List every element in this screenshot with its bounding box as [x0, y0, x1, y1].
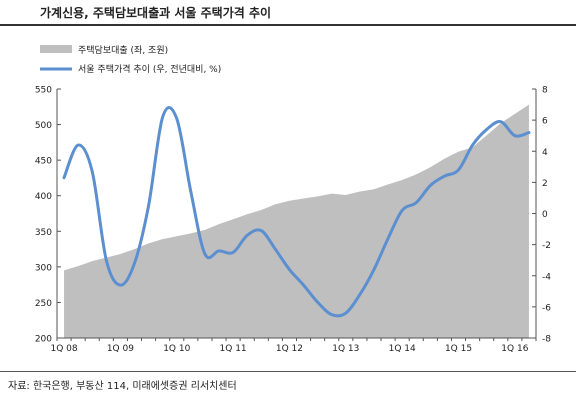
source-note: 자료: 한국은행, 부동산 114, 미래에셋증권 리서치센터 — [8, 381, 237, 392]
right-tick-label: 6 — [542, 117, 548, 127]
right-tick-label: -4 — [542, 272, 551, 282]
x-tick-label: 1Q 09 — [107, 344, 134, 354]
legend-label-seoul-price: 서울 주택가격 추이 (우, 전년대비, %) — [78, 63, 221, 75]
mortgage-area-series — [64, 104, 529, 339]
left-tick-label: 250 — [35, 299, 52, 309]
footer-divider — [0, 371, 576, 372]
x-tick-label: 1Q 10 — [163, 344, 190, 354]
x-tick-label: 1Q 14 — [389, 344, 416, 354]
title-divider — [0, 24, 576, 26]
left-tick-label: 350 — [35, 228, 52, 238]
legend-swatch-mortgage — [40, 45, 72, 53]
left-tick-label: 500 — [35, 121, 52, 131]
seoul-housing-price-line — [62, 106, 531, 318]
right-tick-label: 2 — [542, 179, 548, 189]
right-tick-label: 4 — [542, 148, 548, 158]
x-tick-label: 1Q 08 — [50, 344, 77, 354]
left-tick-label: 400 — [35, 192, 52, 202]
right-tick-label: -6 — [542, 303, 551, 313]
left-tick-label: 200 — [35, 335, 52, 345]
chart: 200 250 300 350 400 450 500 550 -8 -6 -4 -2 0 2 4 6 8 1Q … — [35, 44, 551, 354]
left-tick-label: 450 — [35, 157, 52, 167]
x-tick-label: 1Q 16 — [501, 344, 528, 354]
chart-title: 가계신용, 주택담보대출과 서울 주택가격 추이 — [40, 6, 272, 20]
x-tick-label: 1Q 15 — [445, 344, 472, 354]
right-tick-label: 8 — [542, 86, 548, 96]
x-tick-label: 1Q 13 — [332, 344, 359, 354]
left-tick-label: 550 — [35, 86, 52, 96]
right-tick-label: -2 — [542, 241, 551, 251]
x-tick-label: 1Q 12 — [276, 344, 303, 354]
right-tick-label: -8 — [542, 335, 551, 345]
x-tick-label: 1Q 11 — [220, 344, 247, 354]
left-tick-label: 300 — [35, 263, 52, 273]
right-tick-label: 0 — [542, 210, 548, 220]
legend-label-mortgage: 주택담보대출 (좌, 조원) — [78, 44, 168, 56]
